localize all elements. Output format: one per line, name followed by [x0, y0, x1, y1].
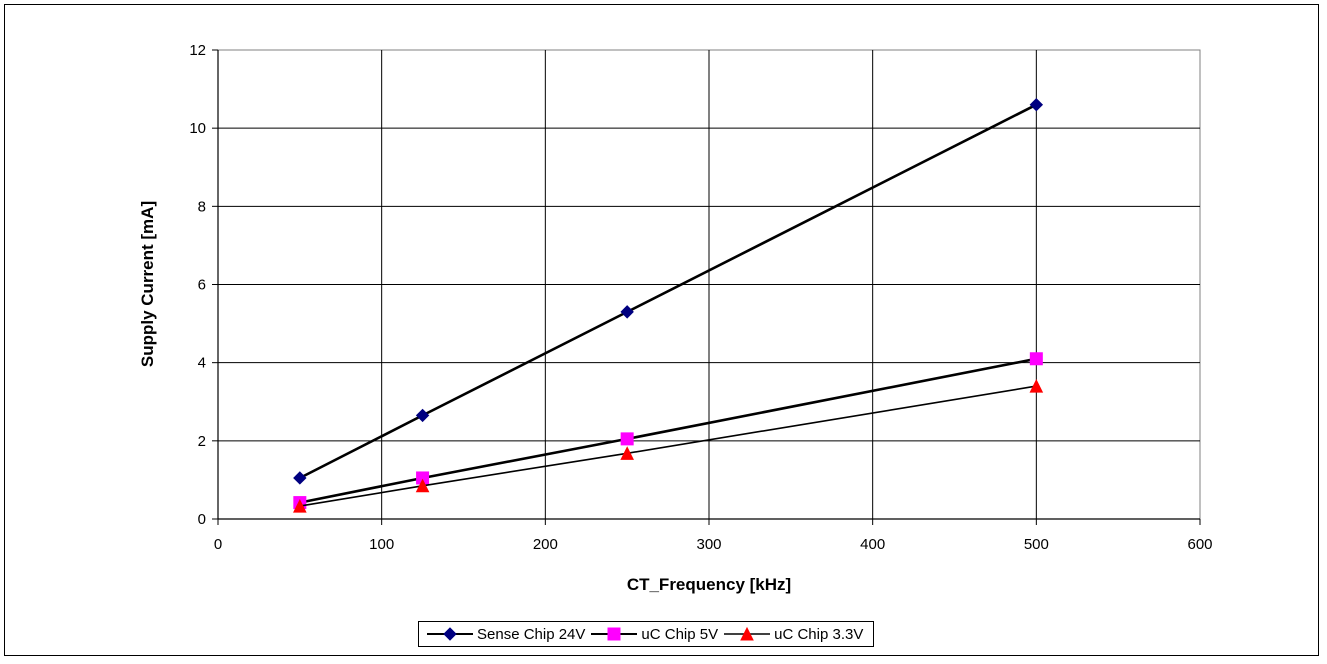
x-tick-label: 500	[1024, 536, 1049, 553]
series-line	[299, 103, 1037, 480]
legend-square-marker-icon	[591, 627, 638, 641]
y-tick-label: 8	[198, 198, 206, 215]
x-tick-labels: 0 100 200 300 400 500 600	[214, 536, 1213, 553]
y-tick-labels: 0 2 4 6 8 10 12	[189, 42, 206, 528]
data-point-diamond	[415, 408, 430, 423]
series-line	[299, 385, 1037, 507]
legend-label: uC Chip 5V	[641, 625, 719, 643]
legend-label: Sense Chip 24V	[477, 625, 586, 643]
y-tick-label: 4	[198, 355, 206, 372]
series-line	[299, 357, 1037, 504]
x-tick-label: 200	[533, 536, 558, 553]
data-point-square	[620, 432, 634, 446]
data-point-diamond	[293, 471, 307, 485]
data-point-diamond	[620, 305, 634, 319]
legend-triangle-marker-icon	[724, 626, 771, 641]
data-point-triangle	[415, 478, 430, 493]
x-tick-label: 300	[696, 536, 721, 553]
x-tick-label: 600	[1187, 536, 1212, 553]
y-axis-title: Supply Current [mA]	[138, 201, 157, 367]
legend-item-uc-chip-5v: uC Chip 5V	[589, 626, 718, 643]
x-tick-label: 400	[860, 536, 885, 553]
y-tick-label: 12	[189, 42, 206, 59]
x-tick-label: 0	[214, 536, 222, 553]
data-point-triangle	[620, 446, 634, 460]
legend-item-sense-chip-24v: Sense Chip 24V	[425, 626, 585, 643]
legend-diamond-marker-icon	[427, 627, 473, 641]
legend: Sense Chip 24V uC Chip 5V uC Chip 3.3V	[418, 621, 875, 647]
data-point-diamond	[1029, 98, 1044, 112]
data-point-square	[1029, 352, 1043, 366]
data-point-triangle	[1029, 378, 1044, 393]
legend-label: uC Chip 3.3V	[774, 625, 864, 643]
y-tick-label: 6	[198, 277, 206, 294]
legend-item-uc-chip-3-3v: uC Chip 3.3V	[722, 626, 863, 643]
x-axis-title: CT_Frequency [kHz]	[627, 575, 791, 594]
x-tick-label: 100	[369, 536, 394, 553]
y-tick-label: 2	[198, 433, 206, 450]
series-group	[293, 98, 1044, 513]
y-tick-label: 10	[189, 120, 206, 137]
y-tick-label: 0	[198, 511, 206, 528]
data-point-triangle	[293, 498, 307, 513]
